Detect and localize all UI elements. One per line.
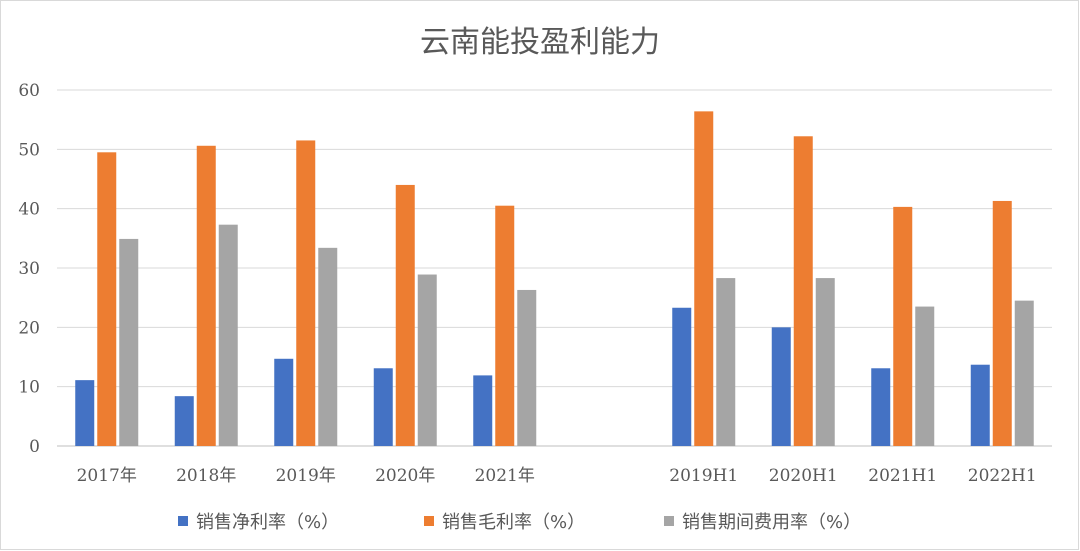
chart-title: 云南能投盈利能力 — [420, 25, 660, 60]
bar — [517, 289, 537, 446]
legend-swatch — [424, 516, 434, 526]
bar — [97, 152, 117, 447]
bar — [915, 306, 935, 446]
x-tick-label: 2017年 — [77, 466, 137, 486]
bar — [1014, 300, 1034, 446]
y-tick-label: 10 — [18, 378, 40, 398]
bar — [793, 136, 813, 446]
bar — [871, 368, 891, 446]
bar — [296, 140, 316, 446]
legend-label: 销售毛利率（%） — [442, 512, 585, 533]
legend-label: 销售期间费用率（%） — [682, 512, 861, 533]
bar — [771, 327, 791, 446]
x-tick-label: 2020H1 — [769, 466, 838, 486]
bar — [815, 278, 835, 446]
bar — [716, 278, 736, 446]
bar — [495, 205, 515, 446]
bar — [694, 111, 714, 447]
y-axis-ticks: 0 10 20 30 40 50 60 — [18, 81, 40, 457]
bar — [196, 145, 216, 447]
x-tick-label: 2021H1 — [868, 466, 937, 486]
bar — [417, 274, 437, 446]
x-tick-label: 2022H1 — [968, 466, 1037, 486]
y-tick-label: 60 — [18, 81, 40, 101]
bar — [893, 206, 913, 446]
x-tick-label: 2019H1 — [669, 466, 738, 486]
y-tick-label: 50 — [18, 140, 40, 160]
y-tick-label: 40 — [18, 200, 40, 220]
legend-swatch — [664, 516, 674, 526]
bar — [373, 368, 393, 446]
bar — [75, 380, 95, 446]
bar — [318, 247, 338, 446]
y-tick-label: 20 — [18, 318, 40, 338]
bar — [992, 200, 1012, 446]
bar — [218, 224, 238, 446]
bar — [395, 184, 415, 446]
x-tick-label: 2018年 — [176, 466, 236, 486]
bar — [119, 238, 139, 446]
x-axis-labels: 2017年 2018年 2019年 2020年 2021年 2019H1 2020H1 202… — [77, 466, 1037, 486]
y-tick-label: 0 — [29, 437, 40, 457]
x-tick-label: 2020年 — [375, 466, 435, 486]
bar — [672, 307, 692, 446]
x-tick-label: 2019年 — [276, 466, 336, 486]
x-tick-label: 2021年 — [475, 466, 535, 486]
y-tick-label: 30 — [18, 259, 40, 279]
legend-label: 销售净利率（%） — [196, 512, 339, 533]
bar — [473, 375, 493, 446]
bar — [274, 358, 294, 446]
legend: 销售净利率（%） 销售毛利率（%） 销售期间费用率（%） — [178, 512, 861, 533]
bar — [174, 396, 194, 446]
bars — [75, 111, 1034, 447]
legend-swatch — [178, 516, 188, 526]
bar — [970, 364, 990, 446]
